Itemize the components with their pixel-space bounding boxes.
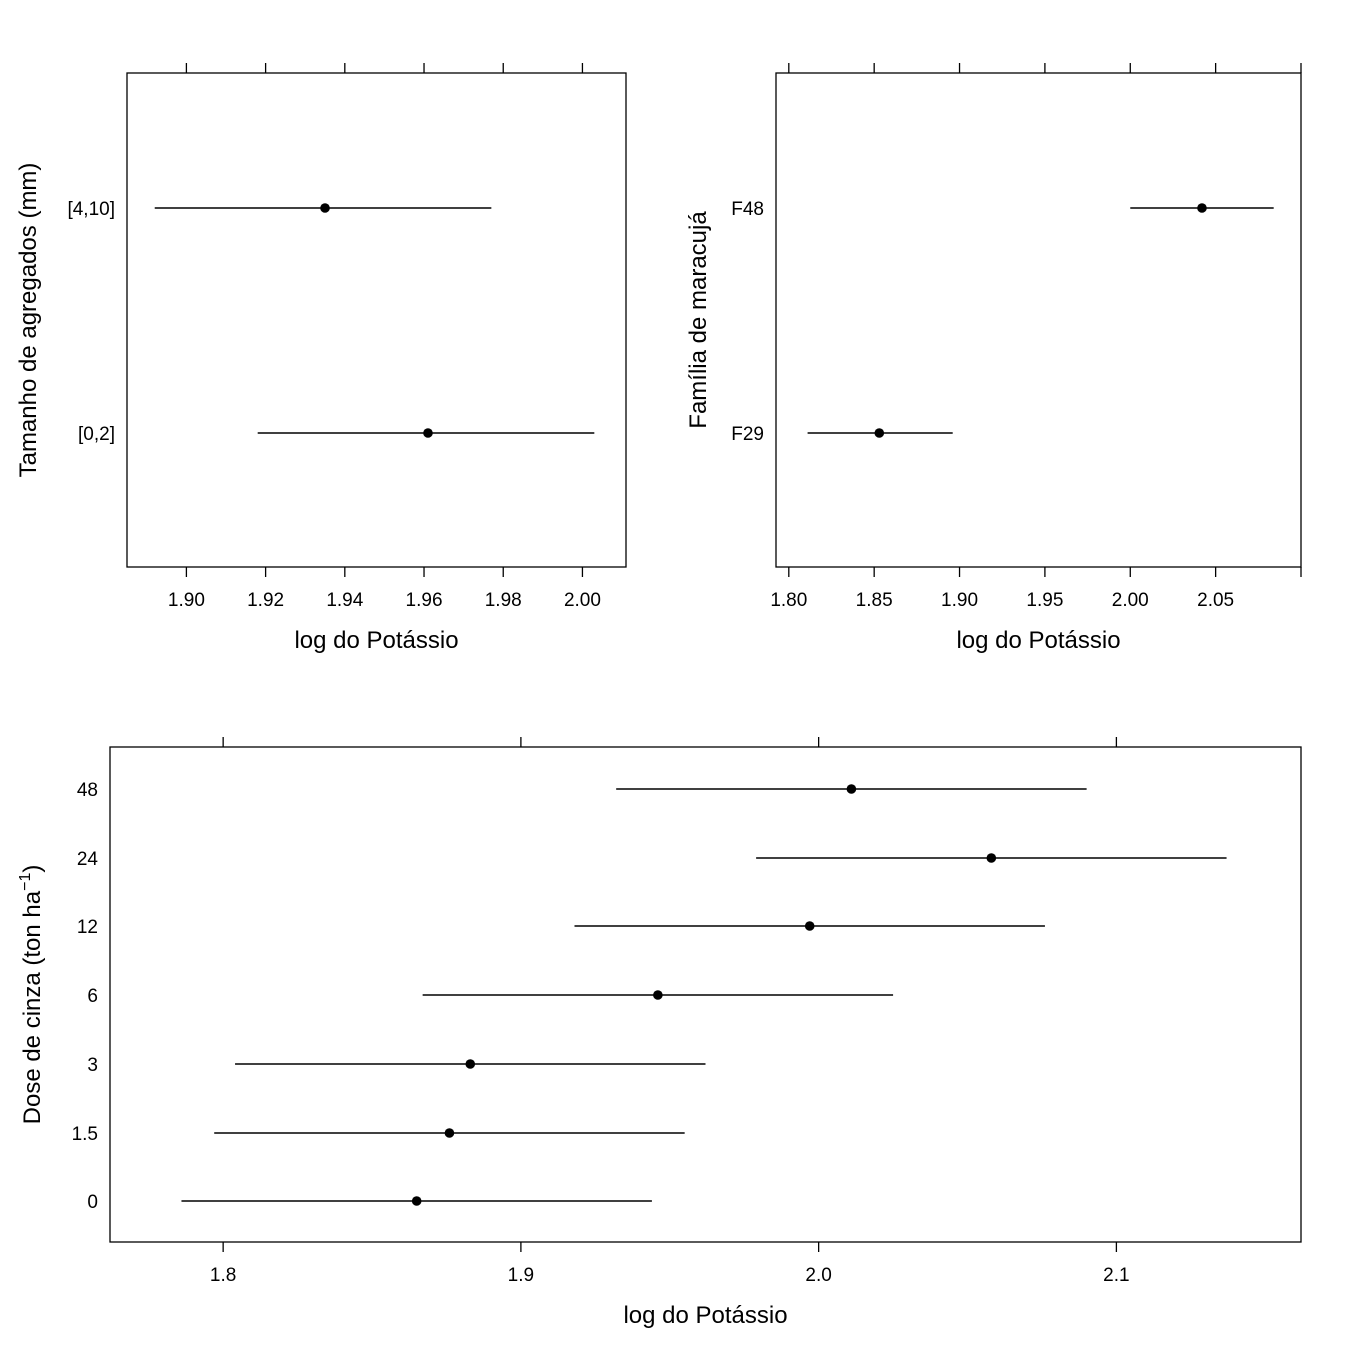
x-tick-label: 2.00 bbox=[564, 590, 601, 611]
y-tick-label: 0 bbox=[87, 1192, 98, 1213]
estimate-point bbox=[804, 921, 815, 931]
y-axis-title: Tamanho de agregados (mm) bbox=[15, 163, 42, 478]
plot-frame bbox=[775, 72, 1302, 568]
chart-panel-2: 1.80 1.85 1.90 1.95 2.00 2.05 F29 F48 log do Pot… bbox=[685, 63, 1302, 654]
x-tick-label: 1.85 bbox=[856, 590, 893, 611]
plot-frame bbox=[109, 746, 1302, 1243]
x-tick-label: 1.98 bbox=[485, 590, 522, 611]
x-tick-label: 1.9 bbox=[508, 1265, 534, 1286]
y-tick-label: F29 bbox=[731, 424, 764, 445]
estimate-point bbox=[444, 1128, 455, 1138]
y-axis-title: Dose de cinza (ton ha−1) bbox=[17, 865, 46, 1125]
y-tick-label: [4,10] bbox=[67, 199, 115, 220]
estimate-point bbox=[423, 428, 433, 438]
plot-frame bbox=[126, 72, 627, 568]
y-tick-label: F48 bbox=[731, 199, 764, 220]
x-tick-label: 1.90 bbox=[168, 590, 205, 611]
estimate-point bbox=[1197, 203, 1207, 213]
x-axis-title: log do Potássio bbox=[956, 627, 1120, 654]
estimate-point bbox=[465, 1059, 476, 1069]
y-tick-label: 48 bbox=[77, 780, 98, 801]
estimate-point bbox=[986, 853, 997, 863]
y-tick-label: 3 bbox=[87, 1055, 98, 1076]
y-tick-label: [0,2] bbox=[78, 424, 115, 445]
x-tick-label: 1.94 bbox=[326, 590, 363, 611]
x-axis-title: log do Potássio bbox=[294, 627, 458, 654]
chart-panel-3: 1.8 1.9 2.0 2.1 0 1.5 3 6 12 24 48 log do Potássio D… bbox=[17, 737, 1302, 1329]
y-tick-label: 6 bbox=[87, 986, 98, 1007]
estimate-point bbox=[653, 990, 663, 1000]
estimate-point bbox=[846, 784, 857, 794]
x-tick-label: 1.96 bbox=[406, 590, 443, 611]
x-axis-title: log do Potássio bbox=[623, 1302, 787, 1329]
y-tick-label: 1.5 bbox=[72, 1124, 98, 1145]
estimate-point bbox=[320, 203, 330, 213]
x-tick-label: 1.90 bbox=[941, 590, 978, 611]
x-tick-label: 1.80 bbox=[770, 590, 807, 611]
x-tick-label: 1.92 bbox=[247, 590, 284, 611]
chart-panel-1: 1.90 1.92 1.94 1.96 1.98 2.00 [0,2] [4,10] log d… bbox=[15, 63, 627, 654]
estimate-point bbox=[411, 1196, 422, 1206]
y-tick-label: 12 bbox=[77, 917, 98, 938]
y-tick-label: 24 bbox=[77, 849, 99, 870]
x-tick-label: 2.00 bbox=[1112, 590, 1149, 611]
x-tick-label: 2.1 bbox=[1103, 1265, 1129, 1286]
estimate-point bbox=[874, 428, 885, 438]
x-tick-label: 2.05 bbox=[1197, 590, 1234, 611]
x-tick-label: 1.95 bbox=[1026, 590, 1063, 611]
x-tick-label: 1.8 bbox=[210, 1265, 236, 1286]
x-tick-label: 2.0 bbox=[805, 1265, 831, 1286]
y-axis-title: Família de maracujá bbox=[685, 211, 712, 429]
